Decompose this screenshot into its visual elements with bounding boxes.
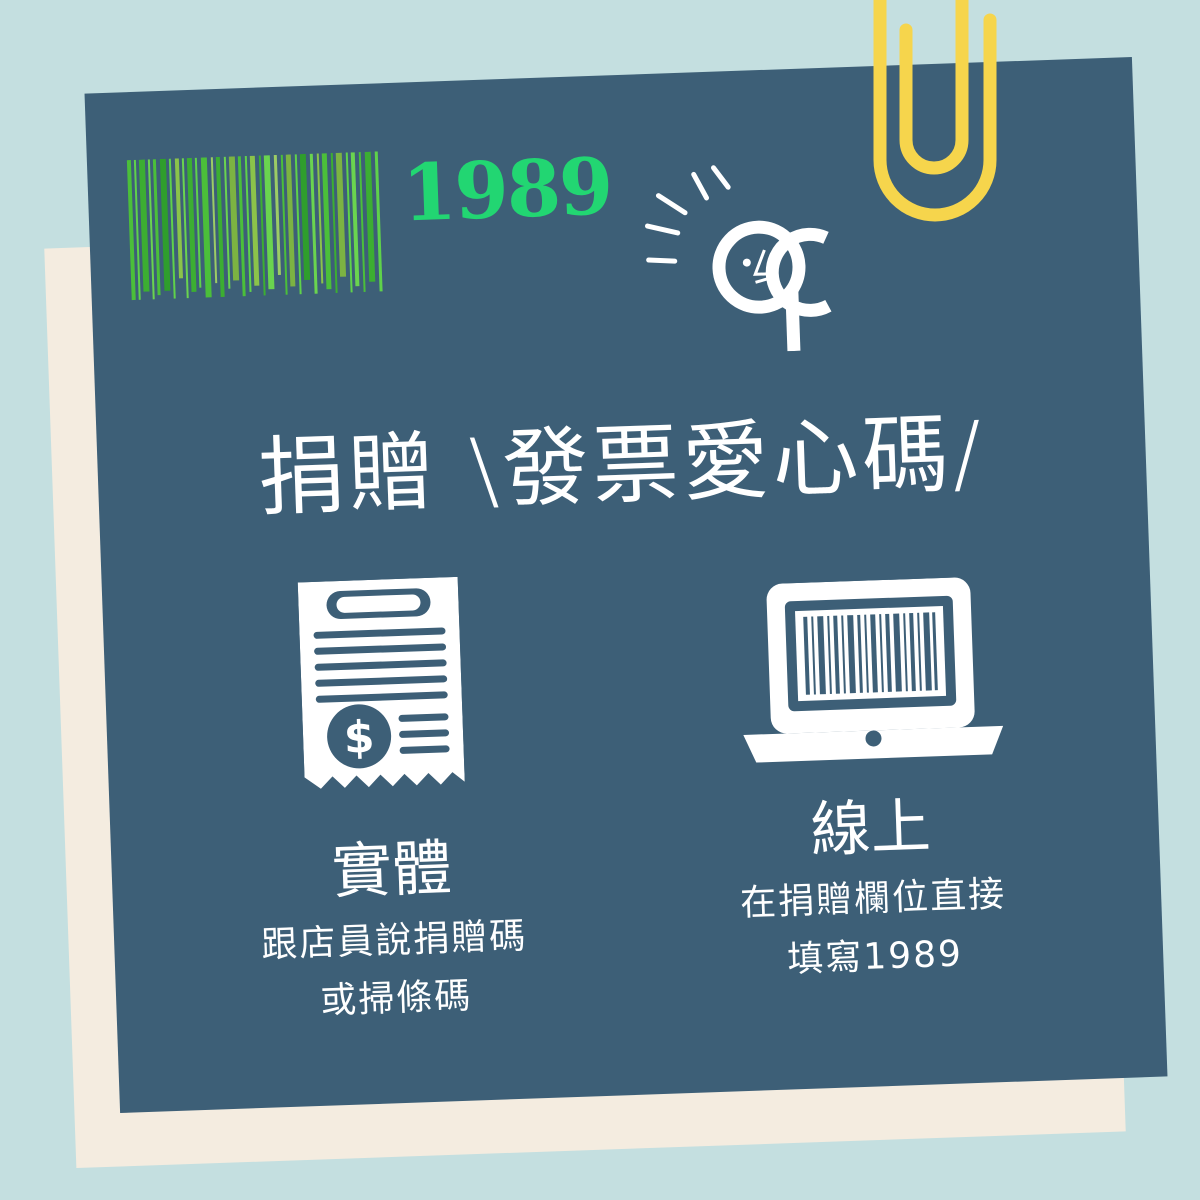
laptop-barcode-icon — [743, 577, 1004, 763]
barcode-icon — [126, 151, 383, 301]
paperclip-icon — [873, 0, 997, 222]
offline-section: 實體 跟店員說捐贈碼 或掃條碼 — [180, 821, 607, 1036]
info-card: 1989 捐贈 \發票愛心碼/ — [84, 57, 1168, 1113]
offline-heading: 實體 — [330, 833, 454, 908]
logo-icon — [644, 165, 832, 352]
online-section: 線上 在捐贈欄位直接 填寫1989 — [629, 778, 1116, 995]
receipt-dollar-icon: $ — [297, 576, 465, 789]
svg-text:$: $ — [343, 712, 375, 764]
page-title: 捐贈 \發票愛心碼/ — [256, 403, 988, 529]
code-number: 1989 — [400, 141, 613, 240]
